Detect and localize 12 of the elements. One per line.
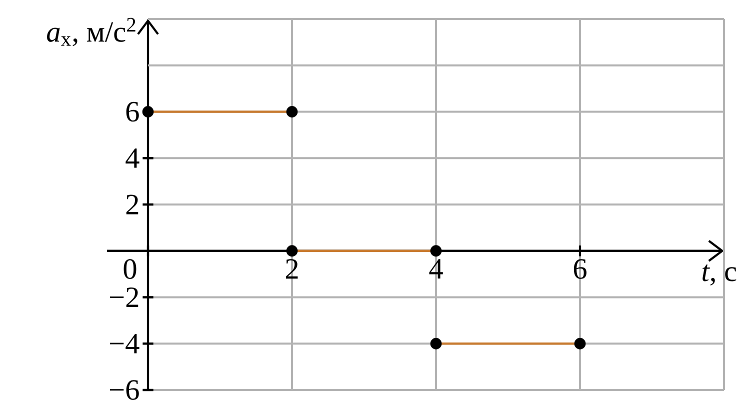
y-tick-label: −2 <box>110 288 138 307</box>
y-tick-label: 4 <box>126 148 140 168</box>
y-axis-title: a$_{x}$, м/с$^{2}$ <box>47 18 136 46</box>
x-tick-label: 0 <box>124 259 136 279</box>
x-tick-label: 6 <box>574 259 586 279</box>
y-tick-label: 6 <box>126 102 139 122</box>
x-tick-label: 2 <box>286 259 298 279</box>
x-tick-label: 4 <box>429 259 443 278</box>
y-tick-label: −4 <box>110 334 140 354</box>
x-axis-title: t, с <box>702 264 736 286</box>
y-tick-label: −6 <box>110 380 139 400</box>
y-tick-label: 2 <box>126 194 138 214</box>
